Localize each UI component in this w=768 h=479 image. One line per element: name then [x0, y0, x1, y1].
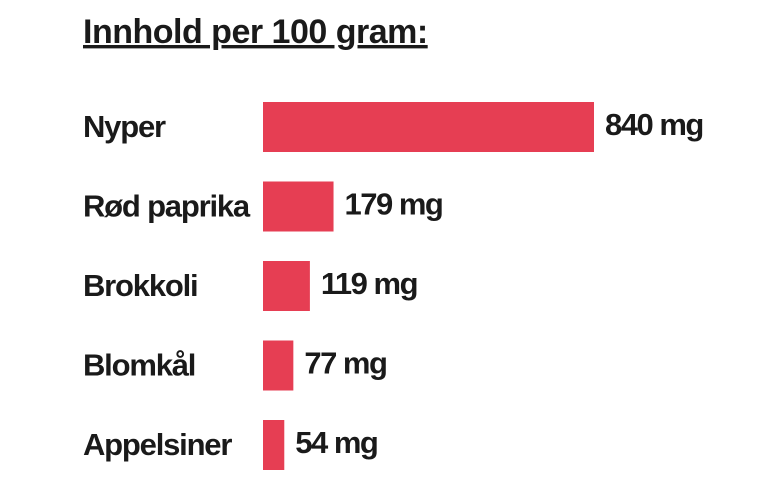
category-label: Appelsiner	[83, 427, 232, 462]
bar	[263, 420, 285, 470]
chart-title: Innhold per 100 gram:	[83, 13, 428, 51]
value-label: 119 mg	[321, 266, 417, 301]
category-label: Blomkål	[83, 348, 195, 383]
bar	[263, 181, 334, 232]
value-label: 77 mg	[304, 346, 386, 381]
value-label: 179 mg	[345, 187, 443, 222]
bar	[263, 102, 594, 152]
bar	[263, 261, 310, 311]
bar	[263, 340, 294, 391]
value-label: 840 mg	[605, 107, 703, 142]
value-label: 54 mg	[295, 425, 377, 460]
category-label: Brokkoli	[83, 268, 197, 303]
category-label: Nyper	[83, 109, 166, 144]
category-label: Rød paprika	[83, 189, 251, 224]
